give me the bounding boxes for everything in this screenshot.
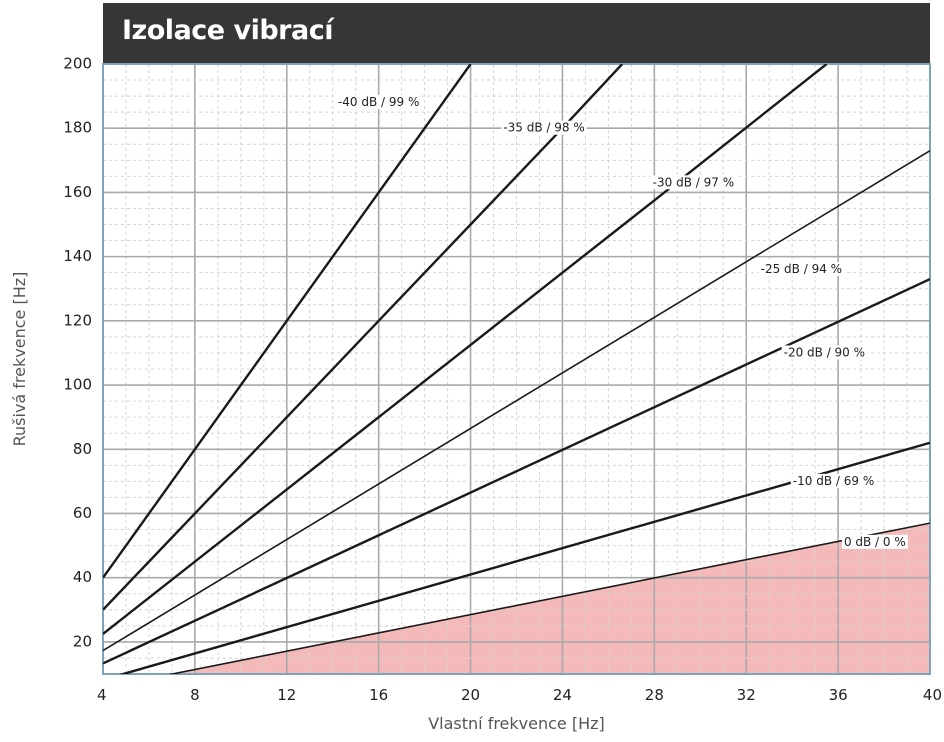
x-tick-label: 32 [737, 686, 756, 704]
y-tick-label: 200 [63, 55, 92, 73]
y-tick-label: 80 [73, 440, 92, 458]
y-tick-label: 60 [73, 504, 92, 522]
chart-title-bar: Izolace vibrací [103, 3, 930, 66]
y-tick-label: 180 [63, 119, 92, 137]
series-label-2: -30 dB / 97 % [653, 175, 734, 189]
series-label-bg-5 [790, 473, 877, 488]
x-tick-label: 8 [190, 686, 200, 704]
series-label-bg-0 [335, 95, 422, 110]
series-line-4 [103, 278, 930, 665]
y-tick-label: 160 [63, 183, 92, 201]
y-tick-label: 120 [63, 311, 92, 329]
series-label-3: -25 dB / 94 % [761, 262, 842, 276]
x-tick-label: 36 [829, 686, 848, 704]
series-label-1: -35 dB / 98 % [503, 121, 584, 135]
x-tick-label: 12 [277, 686, 296, 704]
x-tick-label: 16 [369, 686, 388, 704]
y-tick-label: 140 [63, 247, 92, 265]
series-label-0: -40 dB / 99 % [338, 95, 419, 109]
y-tick-label: 20 [73, 632, 92, 650]
x-tick-label: 40 [923, 686, 942, 704]
series-label-bg-2 [650, 175, 737, 190]
series-label-bg-4 [781, 345, 868, 360]
series-label-5: -10 dB / 69 % [793, 474, 874, 488]
series-line-6 [168, 522, 930, 674]
plot-frame [102, 63, 931, 675]
tick-label-layer: 4 8 12 16 20 24 28 32 36 40 20 40 60 80 100 120 140 160 18… [63, 55, 942, 705]
series-label-bg-3 [758, 261, 845, 276]
y-tick-label: 100 [63, 376, 92, 394]
y-axis-label: Rušivá frekvence [Hz] [10, 272, 29, 447]
x-tick-label: 4 [97, 686, 107, 704]
x-axis-label: Vlastní frekvence [Hz] [428, 714, 605, 733]
series-label-layer: -40 dB / 99 % -35 dB / 98 % -30 dB / 97 % -… [335, 95, 908, 549]
x-tick-label: 24 [553, 686, 572, 704]
series-label-bg-6 [841, 534, 908, 549]
series-line-2 [103, 64, 828, 635]
x-tick-label: 20 [461, 686, 480, 704]
x-tick-label: 28 [645, 686, 664, 704]
series-label-6: 0 dB / 0 % [844, 535, 906, 549]
chart-title: Izolace vibrací [122, 15, 333, 46]
series-label-bg-1 [501, 120, 587, 135]
y-tick-label: 40 [73, 568, 92, 586]
series-line-0 [103, 64, 472, 579]
series-label-4: -20 dB / 90 % [784, 345, 865, 359]
series-line-3 [103, 150, 930, 652]
